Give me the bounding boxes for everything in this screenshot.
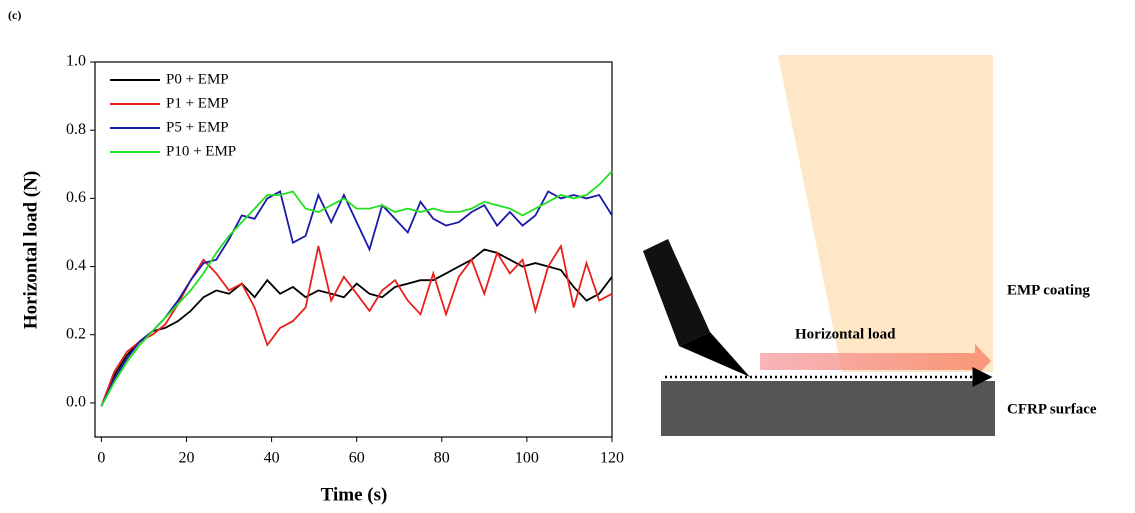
series-line — [100, 243, 613, 407]
panel-label: (c) — [8, 8, 21, 22]
x-tick-label: 100 — [515, 450, 539, 467]
x-axis-title: Time (s) — [321, 484, 388, 505]
diagram: EMP coating Horizontal load CFRP surface — [643, 55, 1097, 436]
x-tick-label: 80 — [434, 450, 450, 467]
stylus-shaft — [643, 239, 710, 346]
legend-label: P0 + EMP — [166, 71, 229, 87]
y-tick-label: 0.2 — [66, 325, 86, 342]
cfrp-block — [661, 381, 995, 436]
plot-frame — [94, 61, 613, 438]
y-tick-label: 0.4 — [66, 257, 86, 274]
legend-label: P10 + EMP — [166, 143, 236, 159]
y-tick-label: 0.0 — [66, 394, 86, 411]
load-label: Horizontal load — [795, 326, 896, 342]
stylus-tip — [679, 332, 750, 377]
legend-label: P1 + EMP — [166, 95, 229, 111]
x-tick-label: 20 — [178, 450, 194, 467]
surface-label: CFRP surface — [1007, 401, 1097, 417]
legend-label: P5 + EMP — [166, 119, 229, 135]
series-line — [100, 170, 613, 407]
x-tick-label: 60 — [349, 450, 365, 467]
load-arrow-body — [760, 353, 975, 370]
y-axis-title: Horizontal load (N) — [20, 171, 41, 329]
x-tick-label: 120 — [600, 450, 624, 467]
y-tick-label: 0.8 — [66, 121, 86, 138]
series-line — [100, 190, 613, 407]
x-tick-label: 0 — [97, 450, 105, 467]
y-tick-label: 1.0 — [66, 53, 86, 70]
x-tick-label: 40 — [264, 450, 280, 467]
y-tick-label: 0.6 — [66, 189, 86, 206]
coating-beam — [778, 55, 993, 372]
series-line — [100, 248, 613, 407]
coating-label: EMP coating — [1007, 282, 1090, 298]
